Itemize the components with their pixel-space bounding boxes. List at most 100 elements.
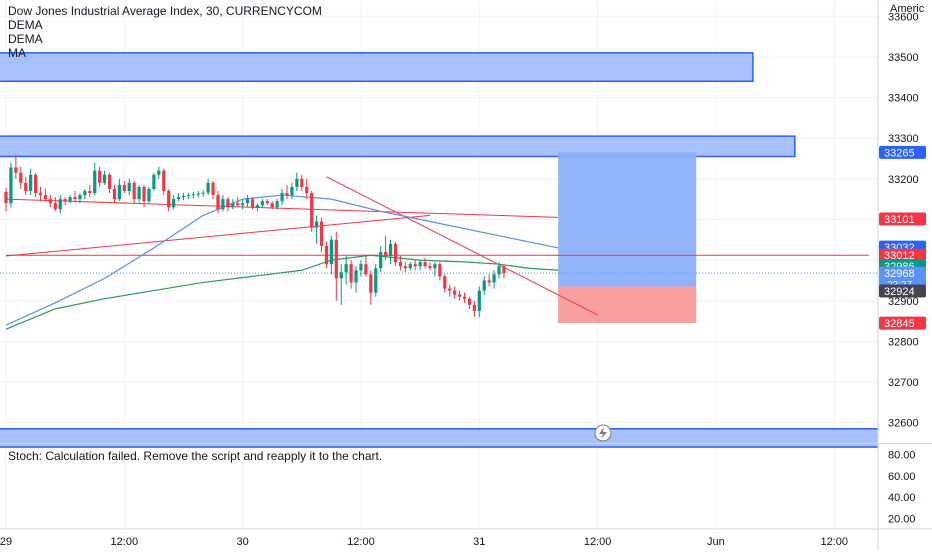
- candle-body: [330, 240, 333, 264]
- candle-body: [354, 270, 357, 282]
- candle-body: [305, 187, 308, 193]
- stoch-tick-label: 20.00: [888, 513, 916, 525]
- timezone-label[interactable]: Americ: [890, 3, 924, 15]
- candle-body: [256, 205, 259, 207]
- candle-body: [488, 280, 491, 282]
- candle-body: [211, 183, 214, 195]
- candle-body: [133, 183, 136, 199]
- candle-body: [379, 252, 382, 268]
- candle-body: [280, 193, 283, 201]
- stoch-tick-label: 60.00: [888, 471, 916, 483]
- candle-body: [492, 274, 495, 282]
- candle-body: [389, 244, 392, 256]
- indicator-label-dema-2[interactable]: DEMA: [8, 32, 322, 46]
- candle-body: [64, 199, 67, 201]
- x-tick-label: 12:00: [584, 536, 612, 548]
- candle-body: [438, 264, 441, 276]
- candle-body: [261, 201, 264, 205]
- candle-body: [216, 195, 219, 209]
- price-tag-32845: 32845: [879, 317, 926, 331]
- candle-body: [59, 199, 62, 209]
- candle-1: [9, 163, 12, 208]
- candle-body: [345, 264, 348, 272]
- candle-body: [157, 171, 160, 175]
- candle-75: [374, 264, 377, 297]
- candle-body: [88, 191, 91, 193]
- x-tick-label: 12:00: [111, 536, 139, 548]
- candle-body: [374, 268, 377, 292]
- price-tag-33101: 33101: [879, 213, 926, 227]
- candle-body: [463, 297, 466, 299]
- candle-body: [414, 264, 417, 266]
- candle-body: [300, 179, 303, 187]
- candle-body: [246, 199, 249, 203]
- candle-body: [241, 203, 244, 205]
- y-tick-label: 32800: [888, 336, 919, 348]
- candle-body: [4, 192, 7, 203]
- price-tag-33265: 33265: [879, 146, 926, 160]
- candle-body: [320, 222, 323, 246]
- candle-body: [138, 187, 141, 199]
- price-tag-label: 33101: [884, 214, 915, 226]
- candle-body: [483, 280, 486, 290]
- candle-body: [54, 203, 57, 209]
- y-tick-label: 33300: [888, 133, 919, 145]
- candle-body: [177, 197, 180, 199]
- candle-body: [78, 195, 81, 199]
- x-tick-label: 12:00: [347, 536, 375, 548]
- chart-title: Dow Jones Industrial Average Index, 30, …: [8, 4, 322, 18]
- x-tick-label: Jun: [707, 536, 725, 548]
- indicator-label-dema-1[interactable]: DEMA: [8, 18, 322, 32]
- candle-body: [162, 171, 165, 191]
- candle-body: [83, 191, 86, 195]
- x-tick-label: 29: [0, 536, 12, 548]
- candle-body: [497, 266, 500, 274]
- candle-body: [142, 187, 145, 201]
- price-tag-label: 32845: [884, 318, 915, 330]
- candle-body: [409, 264, 412, 268]
- y-tick-label: 33200: [888, 174, 919, 186]
- candle-body: [152, 175, 155, 189]
- candle-body: [310, 193, 313, 228]
- chart-legend: Dow Jones Industrial Average Index, 30, …: [8, 4, 322, 60]
- price-tag-label: 32968: [884, 268, 915, 280]
- y-tick-label: 32700: [888, 377, 919, 389]
- candle-body: [167, 191, 170, 207]
- candle-body: [448, 289, 451, 291]
- candle-body: [315, 222, 318, 228]
- candle-body: [399, 262, 402, 266]
- price-tag-label: 33265: [884, 147, 915, 159]
- candle-body: [325, 246, 328, 264]
- candle-body: [290, 187, 293, 195]
- stoch-tick-label: 40.00: [888, 492, 916, 504]
- candle-body: [202, 193, 205, 194]
- y-tick-label: 32600: [888, 418, 919, 430]
- candle-body: [231, 203, 234, 207]
- candle-body: [226, 199, 229, 207]
- candle-body: [276, 201, 279, 207]
- candle-body: [192, 194, 195, 195]
- candle-body: [29, 175, 32, 191]
- candle-body: [359, 264, 362, 270]
- y-tick-label: 33500: [888, 52, 919, 64]
- candle-body: [172, 199, 175, 207]
- candle-body: [236, 203, 239, 205]
- candle-body: [68, 197, 71, 201]
- candle-body: [9, 167, 12, 203]
- candle-body: [473, 305, 476, 311]
- candle-body: [384, 252, 387, 256]
- candle-body: [295, 179, 298, 187]
- candle-body: [335, 240, 338, 279]
- candle-62: [310, 191, 313, 232]
- candle-body: [443, 276, 446, 288]
- zone-rect-2: [0, 429, 918, 447]
- indicator-label-ma[interactable]: MA: [8, 46, 322, 60]
- lightning-icon[interactable]: [595, 425, 611, 441]
- candle-body: [39, 193, 42, 195]
- candle-body: [103, 175, 106, 183]
- candle-body: [44, 195, 47, 199]
- candle-body: [364, 264, 367, 274]
